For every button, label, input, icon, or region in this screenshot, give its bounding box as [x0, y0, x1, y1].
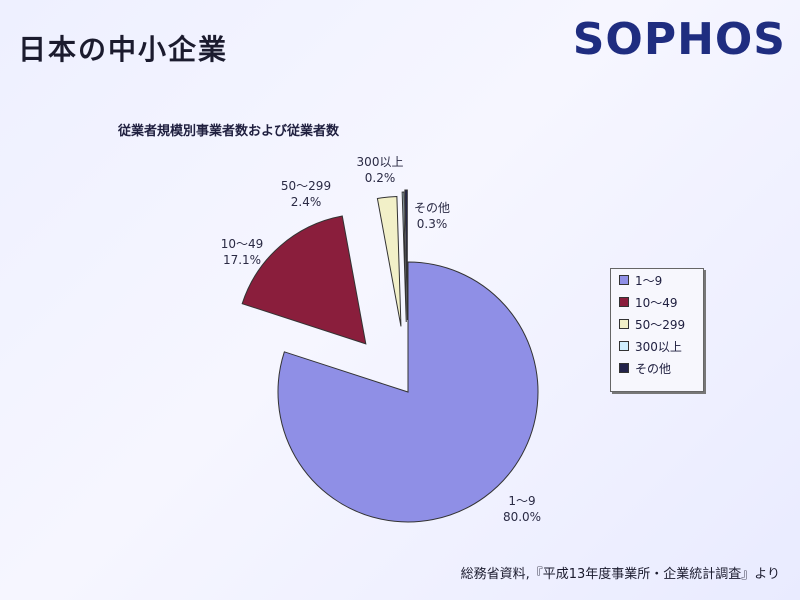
legend-swatch	[619, 341, 629, 351]
legend-swatch	[619, 319, 629, 329]
source-note: 総務省資料,『平成13年度事業所・企業統計調査』より	[460, 567, 780, 582]
legend-swatch	[619, 297, 629, 307]
pie-slice	[401, 191, 407, 323]
slice-name-label: 10〜49	[221, 237, 264, 251]
slice-name-label: 1〜9	[508, 494, 535, 508]
legend-item: 50〜299	[611, 313, 703, 335]
sophos-logo: SOPHOS	[572, 14, 786, 65]
chart-title: 従業者規模別事業者数および従業者数	[118, 124, 340, 139]
legend-label: 1〜9	[635, 273, 663, 288]
pie-slice	[404, 189, 408, 321]
legend-item: その他	[611, 357, 703, 379]
legend-label: 50〜299	[635, 317, 686, 332]
legend-label: 10〜49	[635, 295, 678, 310]
chart-legend: 1〜9 10〜49 50〜299 300以上 その他	[610, 268, 704, 392]
slide-title: 日本の中小企業	[18, 33, 229, 66]
legend-item: 1〜9	[611, 269, 703, 291]
legend-item: 300以上	[611, 335, 703, 357]
slice-name-label: 50〜299	[281, 179, 331, 193]
slice-percent-label: 2.4%	[291, 195, 322, 209]
legend-label: 300以上	[635, 339, 682, 354]
slice-percent-label: 0.2%	[365, 171, 396, 185]
pie-slice	[241, 215, 367, 345]
slice-percent-label: 17.1%	[223, 253, 261, 267]
slice-name-label: その他	[414, 201, 450, 215]
pie-slice	[277, 261, 539, 523]
pie-slice	[376, 195, 402, 327]
slice-percent-label: 80.0%	[503, 510, 541, 524]
legend-label: その他	[635, 361, 672, 376]
legend-item: 10〜49	[611, 291, 703, 313]
legend-swatch	[619, 275, 629, 285]
slice-name-label: 300以上	[357, 155, 404, 169]
slice-percent-label: 0.3%	[417, 217, 448, 231]
legend-swatch	[619, 363, 629, 373]
